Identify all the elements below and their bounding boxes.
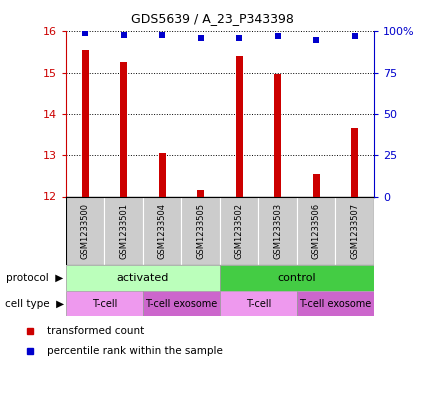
Bar [335,196,374,265]
Text: control: control [278,273,316,283]
Bar [66,196,105,265]
Text: T-cell: T-cell [246,299,271,309]
Bar [181,196,220,265]
Bar [236,56,243,196]
Bar [105,196,143,265]
Text: GSM1233503: GSM1233503 [273,203,282,259]
Text: GSM1233502: GSM1233502 [235,203,244,259]
Text: GSM1233505: GSM1233505 [196,203,205,259]
Bar [220,265,374,291]
Bar [66,291,143,316]
Bar [351,129,358,196]
Bar [82,50,88,196]
Bar [143,196,181,265]
Text: activated: activated [117,273,169,283]
Text: transformed count: transformed count [47,326,144,336]
Bar [258,196,297,265]
Text: T-cell exosome: T-cell exosome [145,299,218,309]
Text: cell type  ▶: cell type ▶ [5,299,64,309]
Bar [297,291,374,316]
Text: GSM1233504: GSM1233504 [158,203,167,259]
Bar [159,153,166,196]
Text: GSM1233507: GSM1233507 [350,203,359,259]
Bar [220,196,258,265]
Text: percentile rank within the sample: percentile rank within the sample [47,346,223,356]
Text: protocol  ▶: protocol ▶ [6,273,64,283]
Bar [143,291,220,316]
Text: GDS5639 / A_23_P343398: GDS5639 / A_23_P343398 [131,12,294,25]
Bar [197,190,204,196]
Bar [297,196,335,265]
Bar [313,174,320,196]
Text: T-cell exosome: T-cell exosome [299,299,371,309]
Text: GSM1233506: GSM1233506 [312,203,321,259]
Bar [220,291,297,316]
Text: GSM1233500: GSM1233500 [81,203,90,259]
Text: GSM1233501: GSM1233501 [119,203,128,259]
Bar [66,265,220,291]
Bar [120,62,127,196]
Bar [274,73,281,196]
Text: T-cell: T-cell [92,299,117,309]
